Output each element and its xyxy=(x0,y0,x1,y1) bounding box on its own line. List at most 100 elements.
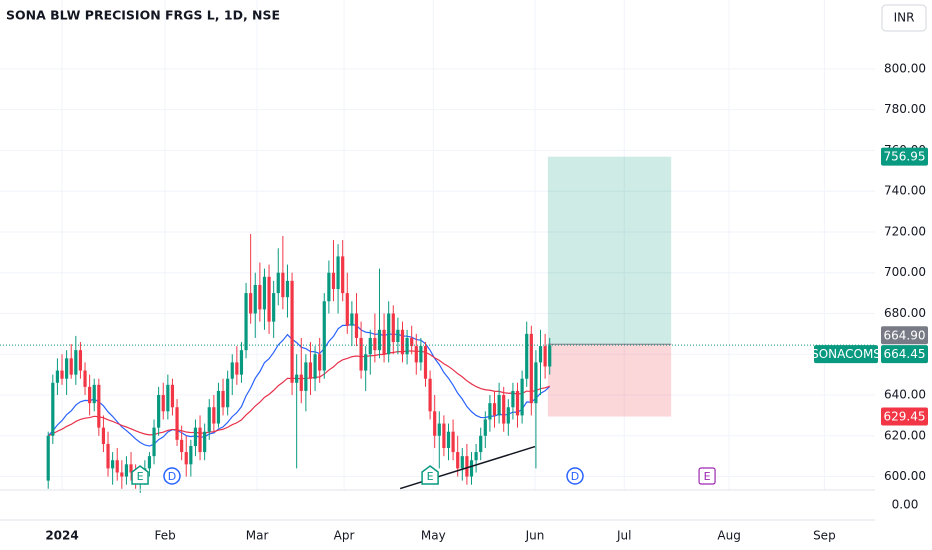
candle-body xyxy=(511,390,515,408)
y-tick-label: 600.00 xyxy=(884,469,926,483)
candle-body xyxy=(341,256,345,294)
event-label: D xyxy=(168,470,176,483)
candle-body xyxy=(442,423,446,449)
candle-body xyxy=(262,276,267,310)
x-tick-label: Feb xyxy=(154,529,175,543)
x-tick-label: Sep xyxy=(813,529,836,543)
candle-body xyxy=(350,313,354,326)
candle-body xyxy=(359,337,363,371)
x-tick-label: Apr xyxy=(334,529,355,543)
candle-body xyxy=(249,293,253,314)
x-tick-label: Jul xyxy=(616,529,631,543)
candle-body xyxy=(451,431,455,453)
price-tag-label: 629.45 xyxy=(884,410,926,424)
candle-body xyxy=(175,407,179,440)
candle-body xyxy=(189,445,193,465)
candle-body xyxy=(497,395,501,416)
price-tag-label: 756.95 xyxy=(884,150,926,164)
x-tick-label: May xyxy=(421,529,446,543)
candle-body xyxy=(368,337,372,355)
candle-body xyxy=(515,390,520,416)
candle-body xyxy=(235,362,239,375)
candle-body xyxy=(51,382,55,436)
pane-label: 0.00 xyxy=(892,498,919,512)
y-tick-label: 780.00 xyxy=(884,102,926,116)
candle-body xyxy=(180,439,184,453)
candle-body xyxy=(304,362,308,391)
candle-body xyxy=(111,460,115,469)
candle-body xyxy=(124,464,129,477)
candle-body xyxy=(382,329,386,355)
currency[interactable]: INR xyxy=(894,11,915,25)
x-tick-label: Jun xyxy=(525,529,545,543)
y-tick-label: 720.00 xyxy=(884,224,926,238)
candle-body xyxy=(548,345,552,367)
candle-body xyxy=(97,384,101,428)
candle-body xyxy=(129,464,133,473)
candle-body xyxy=(327,272,331,302)
candle-body xyxy=(364,354,368,371)
plot xyxy=(0,0,875,493)
candle-body xyxy=(203,431,207,453)
candle-body xyxy=(78,350,83,371)
y-tick-label: 740.00 xyxy=(884,184,926,198)
candle-body xyxy=(405,337,409,355)
candle-body xyxy=(308,362,313,379)
candle-body xyxy=(152,427,156,457)
price-tag-label: 664.45 xyxy=(884,347,926,361)
candle-body xyxy=(115,460,119,473)
candle-body xyxy=(502,395,506,424)
candle-body xyxy=(419,346,423,363)
candle-body xyxy=(318,354,322,371)
candle-body xyxy=(166,384,170,412)
candle-body xyxy=(414,346,418,363)
candle-body xyxy=(410,337,414,347)
candle-body xyxy=(60,370,64,379)
candle-body xyxy=(184,452,188,465)
candle-body xyxy=(207,407,211,432)
price-tag-label: 664.90 xyxy=(884,328,926,342)
price-tag xyxy=(881,147,928,166)
candle-body xyxy=(92,384,96,404)
x-tick-label: Mar xyxy=(246,529,269,543)
symbol-tag xyxy=(814,345,878,364)
candle-body xyxy=(460,456,464,469)
candle-body xyxy=(437,423,441,436)
candle-body xyxy=(534,362,538,404)
candle-body xyxy=(433,411,437,436)
candle-body xyxy=(331,272,336,290)
candle-body xyxy=(88,386,92,404)
candle-body xyxy=(492,403,497,416)
candle-body xyxy=(226,378,230,408)
candle-body xyxy=(69,358,73,375)
candle-body xyxy=(198,427,202,453)
candle-body xyxy=(520,378,524,416)
candle-body xyxy=(446,431,451,449)
y-tick-label: 800.00 xyxy=(884,61,926,75)
x-tick-label: 2024 xyxy=(45,529,78,543)
y-tick-label: 680.00 xyxy=(884,306,926,320)
candle-body xyxy=(244,293,248,351)
moving-average xyxy=(47,350,550,437)
candle-body xyxy=(387,313,391,355)
event-label: E xyxy=(137,470,144,483)
candle-body xyxy=(474,452,478,461)
candle-body xyxy=(230,362,234,379)
price-tag xyxy=(881,407,928,426)
candle-body xyxy=(506,407,510,424)
candle-body xyxy=(46,435,50,481)
moving-average xyxy=(47,323,551,447)
candle-body xyxy=(106,443,110,469)
candle-body xyxy=(170,384,175,408)
candle-body xyxy=(212,407,216,424)
currency-button[interactable] xyxy=(881,4,927,32)
chart-title: SONA BLW PRECISION FRGS L, 1D, NSE xyxy=(6,8,280,23)
candle-body xyxy=(345,293,349,326)
symbol-tag-label: SONACOMS xyxy=(811,347,881,361)
candle-body xyxy=(258,284,262,310)
candle-body xyxy=(221,390,225,408)
candle-body xyxy=(400,329,405,355)
candle-body xyxy=(543,346,547,367)
candle-body xyxy=(290,280,294,383)
